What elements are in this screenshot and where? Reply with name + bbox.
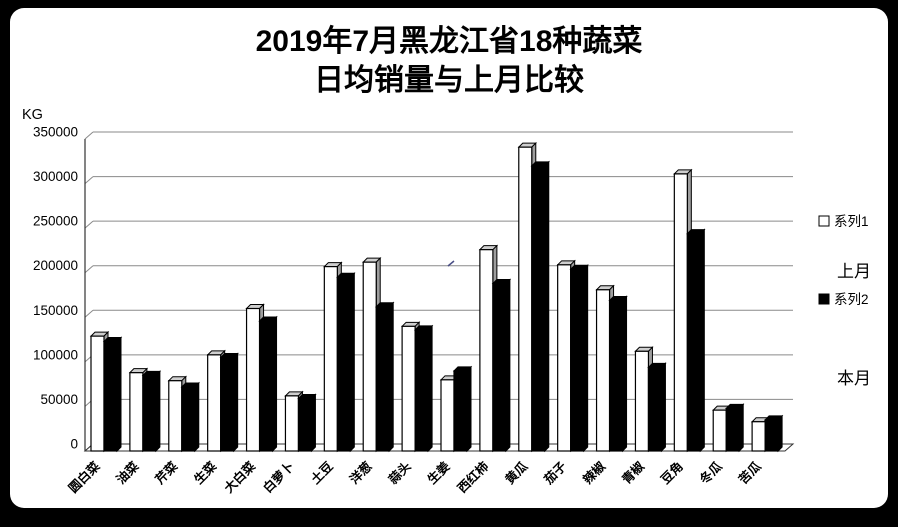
bar-series2-茄子 (570, 268, 585, 452)
bar-series2-白萝卜 (297, 397, 313, 452)
bar-series2-白萝卜-side (310, 393, 316, 453)
legend-this-month-label: 本月 (837, 369, 871, 388)
legend-series2-label: 系列2 (834, 292, 869, 307)
bar-series1-冬瓜 (712, 409, 727, 452)
y-tick-label: 250000 (33, 214, 78, 229)
bar-series1-茄子 (557, 264, 572, 452)
bar-series2-黄瓜 (531, 165, 546, 452)
x-label-白萝卜: 白萝卜 (260, 459, 297, 496)
legend-series2-swatch (818, 293, 830, 305)
y-tick-label: 300000 (33, 169, 78, 184)
y-tick-label: 350000 (33, 125, 78, 140)
y-tick-label: 150000 (33, 303, 78, 318)
bar-series1-黄瓜 (518, 146, 533, 452)
x-label-冬瓜: 冬瓜 (696, 458, 725, 487)
bar-series2-芹菜-side (194, 381, 200, 453)
bar-series2-豆角 (686, 233, 701, 452)
bar-series1-苦瓜 (751, 421, 766, 452)
x-label-苦瓜: 苦瓜 (735, 458, 764, 487)
bar-series1-大白菜 (245, 307, 261, 452)
bar-series2-西红柿 (492, 282, 507, 452)
bar-series2-生姜-side (466, 365, 472, 453)
x-label-西红柿: 西红柿 (454, 458, 491, 495)
bar-series2-西红柿-side (505, 278, 511, 453)
y-axis-unit-label: KG (22, 107, 43, 123)
x-label-洋葱: 洋葱 (346, 458, 375, 487)
x-label-土豆: 土豆 (308, 458, 337, 487)
y-axis-tick-labels: 350000 300000 250000 200000 150000 100000 5000… (33, 125, 78, 452)
bar-series1-青椒 (634, 350, 650, 452)
bar-series2-辣椒 (608, 299, 624, 452)
bar-series2-冬瓜 (725, 407, 740, 452)
bar-series2-蒜头 (414, 329, 429, 452)
gridline-connector (84, 131, 94, 140)
x-label-黄瓜: 黄瓜 (502, 458, 531, 487)
bar-series1-蒜头 (401, 325, 416, 452)
x-label-生菜: 生菜 (191, 458, 220, 487)
x-label-大白菜: 大白菜 (221, 458, 258, 495)
gridline-connector (84, 220, 94, 229)
stray-mark (447, 260, 455, 267)
bar-series2-生姜 (453, 370, 468, 452)
bar-series2-青椒 (647, 366, 663, 452)
bar-series2-油菜-side (155, 370, 161, 453)
bar-series2-大白菜-side (272, 315, 278, 453)
bar-series1-辣椒 (595, 289, 611, 452)
bar-series2-生菜 (220, 356, 235, 452)
bar-series1-生菜 (207, 354, 222, 452)
bar-series2-土豆-side (349, 272, 355, 453)
gridline-connector (84, 309, 94, 318)
bar-series1-油菜 (129, 372, 144, 452)
x-label-辣椒: 辣椒 (580, 458, 609, 487)
y-tick-label: 0 (70, 437, 78, 452)
bar-series1-圆白菜 (90, 335, 105, 452)
bar-series2-生菜-side (233, 352, 239, 453)
bar-series2-洋葱 (375, 306, 390, 452)
y-tick-label: 50000 (40, 392, 78, 407)
chart-title-line1: 2019年7月黑龙江省18种蔬菜 (256, 25, 643, 58)
bar-series2-圆白菜 (103, 340, 118, 452)
bar-series2-苦瓜 (764, 419, 779, 452)
x-label-蒜头: 蒜头 (385, 458, 414, 487)
bar-series2-蒜头-side (427, 324, 433, 453)
bar-series1-芹菜 (168, 380, 183, 452)
bar-series2-油菜 (142, 374, 157, 452)
legend: 系列1 上月 系列2 本月 (818, 214, 871, 388)
bar-series1-土豆 (323, 266, 338, 452)
x-label-圆白菜: 圆白菜 (65, 458, 102, 495)
y-tick-label: 200000 (33, 258, 78, 273)
bar-series2-大白菜 (258, 320, 274, 452)
x-label-茄子: 茄子 (540, 458, 569, 487)
chart-title-line2: 日均销量与上月比较 (314, 63, 584, 97)
bar-series1-西红柿 (479, 249, 494, 452)
bar-series2-土豆 (336, 276, 351, 452)
x-label-芹菜: 芹菜 (152, 458, 181, 487)
gridline-connector (84, 176, 94, 184)
legend-series1-label: 系列1 (834, 214, 869, 229)
bar-series1-豆角 (673, 173, 688, 452)
bar-series1-白萝卜 (284, 395, 300, 452)
legend-series1-swatch (818, 215, 830, 227)
x-axis-category-labels: 圆白菜 油菜 芹菜 生菜 大白菜 白萝卜 土豆 洋葱 蒜头 生姜 西红柿 黄瓜 茄子 辣椒 青椒 豆角 冬瓜 苦瓜 (65, 458, 764, 495)
gridline-connector (84, 265, 94, 274)
x-label-豆角: 豆角 (658, 459, 686, 487)
bar-series1-洋葱 (362, 261, 377, 452)
bar-series2-芹菜 (181, 386, 196, 452)
legend-last-month-label: 上月 (837, 262, 871, 281)
x-label-青椒: 青椒 (619, 458, 648, 487)
bars (89, 141, 784, 453)
x-label-油菜: 油菜 (113, 458, 142, 487)
y-tick-label: 100000 (33, 347, 78, 362)
bar-series2-洋葱-side (388, 301, 394, 453)
x-label-生姜: 生姜 (424, 458, 453, 487)
bar-series1-生姜 (440, 379, 455, 452)
